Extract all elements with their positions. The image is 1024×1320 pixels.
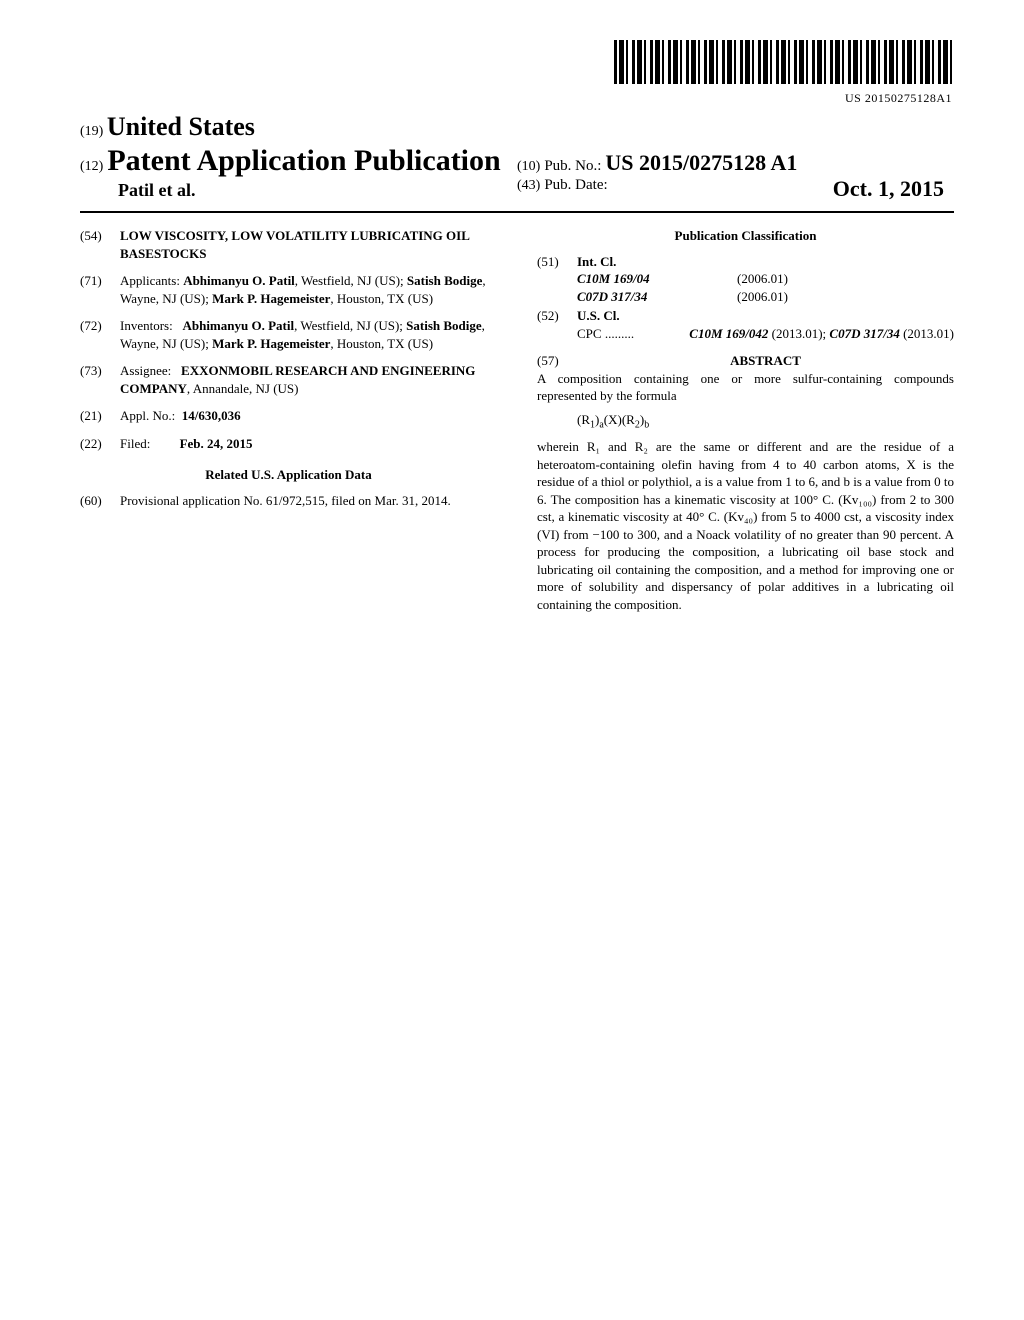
applicant-name: Satish Bodige xyxy=(407,273,483,288)
publication-number: US 2015/0275128 A1 xyxy=(605,150,797,175)
inventors-label: Inventors: xyxy=(120,318,173,333)
cpc-ver: (2013.01) xyxy=(900,326,954,341)
barcode xyxy=(614,40,954,84)
right-column: Publication Classification (51) Int. Cl.… xyxy=(537,227,954,613)
pubno-label: Pub. No.: xyxy=(544,158,601,174)
applicant-loc: , Westfield, NJ (US); xyxy=(295,273,407,288)
prefix-10: (10) xyxy=(517,159,540,174)
tag-54: (54) xyxy=(80,227,120,262)
tag-51: (51) xyxy=(537,253,577,306)
abstract-label: ABSTRACT xyxy=(577,352,954,370)
applicants-label: Applicants: xyxy=(120,273,180,288)
uscl-label: U.S. Cl. xyxy=(577,307,954,325)
tag-21: (21) xyxy=(80,407,120,425)
inventor-loc: , Westfield, NJ (US); xyxy=(294,318,406,333)
invention-title: LOW VISCOSITY, LOW VOLATILITY LUBRICATIN… xyxy=(120,227,497,262)
cpc-prefix: CPC ......... xyxy=(577,325,634,343)
title-row: (12) Patent Application Publication Pati… xyxy=(80,144,954,205)
tag-52: (52) xyxy=(537,307,577,342)
cpc-code: C07D 317/34 xyxy=(829,326,899,341)
inventor-loc: , Houston, TX (US) xyxy=(330,336,433,351)
divider xyxy=(80,211,954,213)
author-line: Patil et al. xyxy=(80,180,517,201)
tag-60: (60) xyxy=(80,492,120,510)
intcl-code: C10M 169/04 xyxy=(577,270,737,288)
provisional-text: Provisional application No. 61/972,515, … xyxy=(120,492,497,510)
related-head: Related U.S. Application Data xyxy=(80,466,497,484)
applicant-loc: , Houston, TX (US) xyxy=(330,291,433,306)
country-line: (19) United States xyxy=(80,112,954,142)
cpc-ver: (2013.01); xyxy=(768,326,829,341)
pubdate-label: Pub. Date: xyxy=(544,177,607,193)
assignee-loc: , Annandale, NJ (US) xyxy=(187,381,299,396)
intcl-ver: (2006.01) xyxy=(737,288,788,306)
barcode-block: US 20150275128A1 xyxy=(80,40,954,106)
intcl-code: C07D 317/34 xyxy=(577,288,737,306)
prefix-43: (43) xyxy=(517,178,540,193)
publication-date: Oct. 1, 2015 xyxy=(833,176,944,202)
assignee-label: Assignee: xyxy=(120,363,171,378)
intcl-ver: (2006.01) xyxy=(737,270,788,288)
country: United States xyxy=(107,112,255,141)
tag-72: (72) xyxy=(80,317,120,352)
barcode-number: US 20150275128A1 xyxy=(80,91,954,106)
prefix-19: (19) xyxy=(80,124,103,139)
abstract-p2: wherein R₁ and R₂ are the same or differ… xyxy=(537,438,954,613)
tag-57: (57) xyxy=(537,352,577,370)
publication-type: Patent Application Publication xyxy=(107,144,500,177)
prefix-12: (12) xyxy=(80,159,103,174)
filed-label: Filed: xyxy=(120,436,150,451)
inventor-name: Mark P. Hagemeister xyxy=(212,336,330,351)
classification-head: Publication Classification xyxy=(537,227,954,245)
tag-71: (71) xyxy=(80,272,120,307)
tag-73: (73) xyxy=(80,362,120,397)
appl-label: Appl. No.: xyxy=(120,408,175,423)
abstract-formula: (R1)a(X)(R2)b xyxy=(577,411,954,432)
tag-22: (22) xyxy=(80,435,120,453)
abstract-p1: A composition containing one or more sul… xyxy=(537,370,954,405)
left-column: (54) LOW VISCOSITY, LOW VOLATILITY LUBRI… xyxy=(80,227,497,613)
applicant-name: Mark P. Hagemeister xyxy=(212,291,330,306)
applicant-name: Abhimanyu O. Patil xyxy=(183,273,295,288)
application-number: 14/630,036 xyxy=(182,408,241,423)
inventor-name: Satish Bodige xyxy=(406,318,482,333)
filed-date: Feb. 24, 2015 xyxy=(180,436,253,451)
inventor-name: Abhimanyu O. Patil xyxy=(182,318,294,333)
cpc-code: C10M 169/042 xyxy=(689,326,768,341)
intcl-label: Int. Cl. xyxy=(577,253,954,271)
